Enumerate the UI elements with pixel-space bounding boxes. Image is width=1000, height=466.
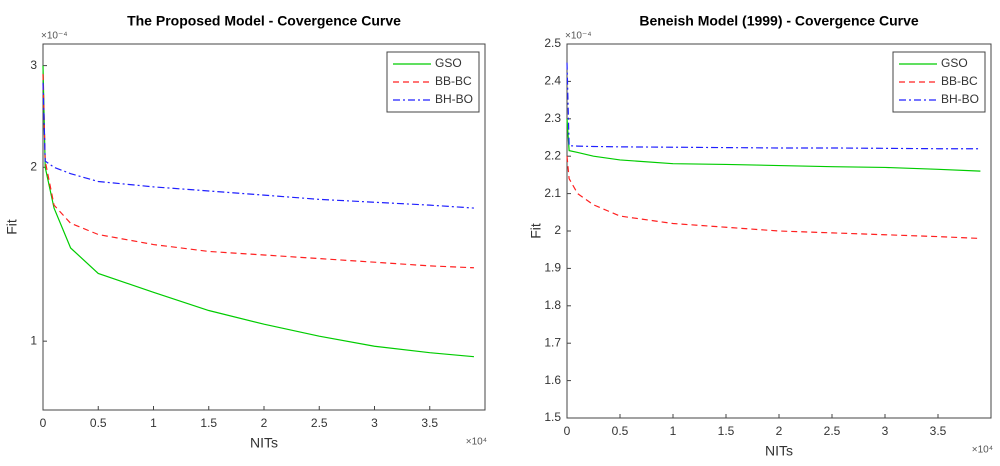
x-tick-label: 2.5 bbox=[824, 424, 841, 438]
legend-label: BB-BC bbox=[435, 74, 472, 88]
legend-label: GSO bbox=[435, 56, 462, 70]
x-axis-label: NITs bbox=[765, 443, 793, 459]
legend-label: BH-BO bbox=[435, 92, 473, 106]
x-tick-label: 2.5 bbox=[311, 416, 328, 430]
y-tick-label: 2 bbox=[554, 223, 561, 237]
y-tick-label: 1.5 bbox=[544, 410, 561, 424]
x-tick-label: 3.5 bbox=[930, 424, 947, 438]
x-tick-label: 2 bbox=[261, 416, 268, 430]
series-line bbox=[566, 156, 981, 240]
series-line bbox=[42, 82, 474, 209]
series-line bbox=[42, 65, 475, 358]
x-tick-label: 0.5 bbox=[90, 416, 107, 430]
x-axis-label: NITs bbox=[250, 435, 278, 451]
y-tick-label: 1.9 bbox=[544, 261, 561, 275]
x-tick-label: 1 bbox=[670, 424, 677, 438]
x-tick-label: 0.5 bbox=[612, 424, 629, 438]
legend-label: BH-BO bbox=[941, 92, 979, 106]
chart-title: Beneish Model (1999) - Covergence Curve bbox=[639, 13, 919, 29]
y-axis-label: Fit bbox=[4, 219, 20, 235]
y-tick-label: 2.3 bbox=[544, 111, 561, 125]
y-axis-label: Fit bbox=[528, 223, 544, 239]
x-tick-label: 2 bbox=[776, 424, 783, 438]
y-multiplier: ×10⁻⁴ bbox=[41, 31, 68, 42]
y-tick-label: 2 bbox=[30, 159, 37, 173]
series-line bbox=[566, 62, 981, 150]
x-tick-label: 3 bbox=[882, 424, 889, 438]
y-multiplier: ×10⁻⁴ bbox=[565, 31, 592, 42]
y-tick-label: 2.4 bbox=[544, 74, 561, 88]
legend-box bbox=[386, 51, 480, 113]
y-tick-label: 2.5 bbox=[544, 36, 561, 50]
x-multiplier: ×10⁴ bbox=[972, 445, 993, 456]
y-tick-label: 1.8 bbox=[544, 298, 561, 312]
x-tick-label: 1 bbox=[150, 416, 157, 430]
y-tick-label: 1.7 bbox=[544, 335, 561, 349]
x-tick-label: 1.5 bbox=[200, 416, 217, 430]
series-line bbox=[42, 74, 474, 269]
y-tick-label: 1 bbox=[30, 333, 37, 347]
x-tick-label: 3 bbox=[371, 416, 378, 430]
y-tick-label: 3 bbox=[30, 58, 37, 72]
legend-label: GSO bbox=[941, 56, 968, 70]
x-multiplier: ×10⁴ bbox=[466, 437, 487, 448]
x-tick-label: 0 bbox=[40, 416, 47, 430]
legend-box bbox=[892, 51, 986, 113]
x-tick-label: 1.5 bbox=[718, 424, 735, 438]
legend-label: BB-BC bbox=[941, 74, 978, 88]
chart-title: The Proposed Model - Covergence Curve bbox=[127, 13, 401, 29]
y-tick-label: 1.6 bbox=[544, 373, 561, 387]
series-line bbox=[566, 118, 981, 172]
x-tick-label: 3.5 bbox=[421, 416, 438, 430]
x-tick-label: 0 bbox=[564, 424, 571, 438]
y-tick-label: 2.2 bbox=[544, 148, 561, 162]
y-tick-label: 2.1 bbox=[544, 186, 561, 200]
